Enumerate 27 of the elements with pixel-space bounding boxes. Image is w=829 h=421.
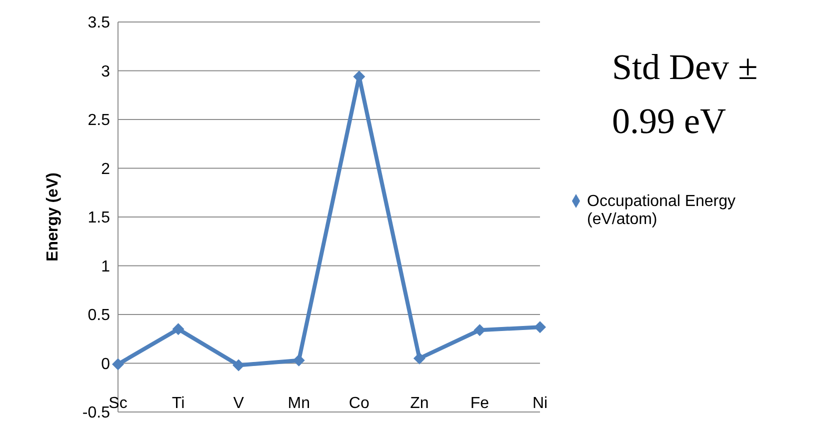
x-tick-label: Fe (470, 395, 490, 412)
x-tick-label: Ti (172, 395, 185, 412)
point (292, 354, 305, 366)
y-axis-title: Energy (eV) (44, 172, 62, 262)
text: Std Dev ± 0.99 eV (612, 46, 759, 143)
point (413, 352, 426, 364)
point (112, 358, 124, 370)
x-tick-label: Ni (532, 395, 548, 412)
point (534, 321, 546, 334)
y-tick-label: 1.5 (88, 210, 110, 227)
y-tick-label: 2.5 (88, 112, 110, 130)
y-tick-label: -0.5 (82, 404, 110, 421)
x-tick-label: Sc (108, 395, 128, 412)
y-tick-label: 2 (101, 160, 110, 178)
x-tick-label: Zn (410, 395, 429, 412)
y-tick-label: 3.5 (88, 14, 110, 32)
point (474, 324, 486, 336)
point (172, 323, 184, 336)
legend-label: Occupational Energy (eV/atom) (587, 192, 737, 228)
x-tick-label: Mn (288, 395, 310, 412)
y-tick-label: 0.5 (88, 307, 110, 324)
y-tick-label: 0 (101, 356, 110, 373)
point (232, 359, 245, 372)
x-tick-label: V (233, 395, 244, 412)
x-tick-label: Co (348, 395, 370, 412)
y-tick-label: 1 (101, 258, 110, 276)
y-tick-label: 3 (101, 63, 110, 80)
